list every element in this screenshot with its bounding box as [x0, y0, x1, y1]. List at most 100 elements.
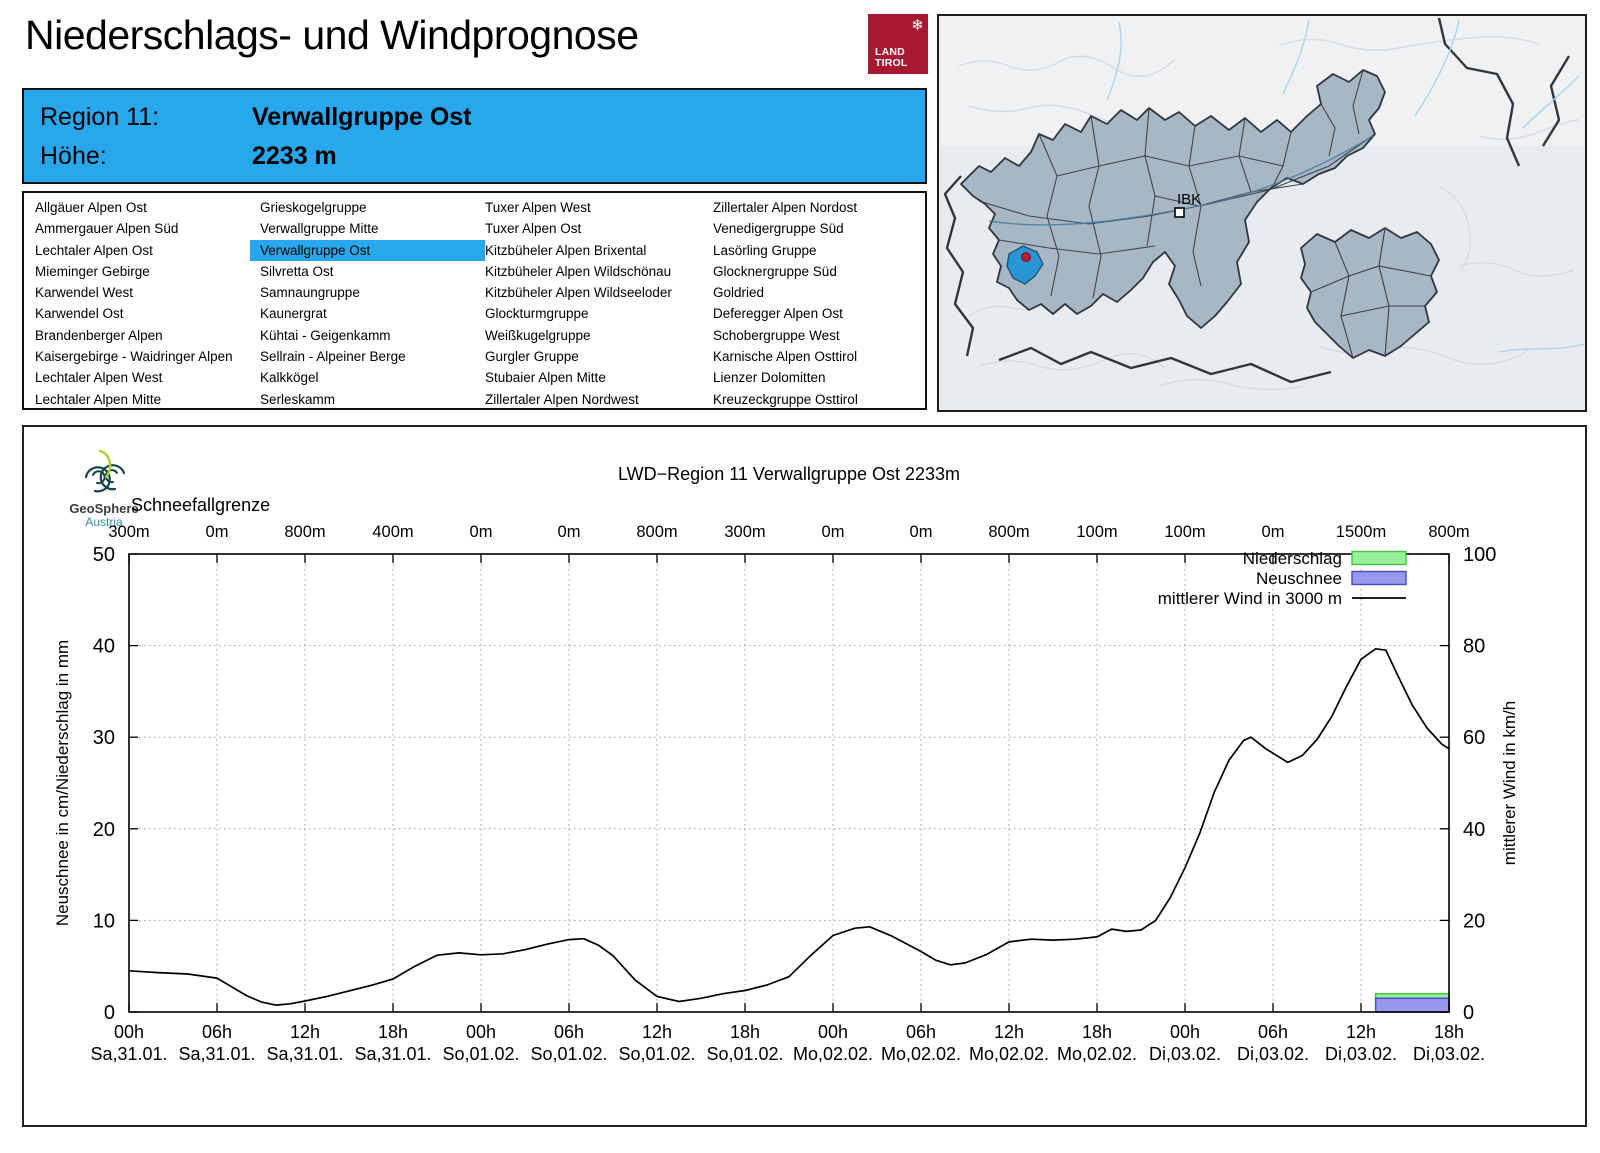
land-tirol-logo-text: LAND TIROL	[875, 46, 908, 69]
region-list-item[interactable]: Sellrain - Alpeiner Berge	[260, 349, 406, 365]
region-list-item[interactable]: Mieminger Gebirge	[35, 263, 150, 279]
region-list-item[interactable]: Kitzbüheler Alpen Brixental	[485, 242, 647, 258]
region-list-item[interactable]: Samnaungruppe	[260, 285, 360, 301]
altitude-label: Höhe:	[40, 142, 107, 170]
geosphere-logo-name: GeoSphere	[69, 501, 139, 516]
region-list-item[interactable]: Zillertaler Alpen Nordwest	[485, 391, 639, 407]
region-list-item[interactable]: Lasörling Gruppe	[713, 242, 817, 258]
region-list-item[interactable]: Karnische Alpen Osttirol	[713, 349, 858, 365]
region-label: Region 11:	[40, 103, 160, 131]
region-list-item[interactable]: Kitzbüheler Alpen Wildseeloder	[485, 285, 672, 301]
region-list-item[interactable]: Lechtaler Alpen Ost	[35, 242, 153, 258]
region-list-item[interactable]: Kreuzeckgruppe Osttirol	[713, 391, 858, 407]
region-list-item[interactable]: Allgäuer Alpen Ost	[35, 200, 147, 215]
x-axis-hour-label: 12h	[994, 1022, 1024, 1042]
y-axis-left-ticklabel: 40	[93, 636, 115, 658]
altitude-row: Höhe: 2233 m	[40, 142, 337, 171]
map-north-tirol-region	[960, 69, 1386, 329]
region-list-item[interactable]: Gurgler Gruppe	[485, 349, 579, 365]
x-axis-date-label: Di,03.02.	[1149, 1044, 1221, 1064]
map-svg: IBK	[939, 16, 1585, 410]
snowline-value: 800m	[284, 523, 325, 541]
region-list-item[interactable]: Venedigergruppe Süd	[713, 221, 844, 237]
snowline-value: 100m	[1164, 523, 1205, 541]
x-axis-hour-label: 12h	[642, 1022, 672, 1042]
map-east-tirol-borders	[1310, 227, 1432, 359]
x-axis-hour-label: 18h	[1082, 1022, 1112, 1042]
region-list-item[interactable]: Lienzer Dolomitten	[713, 370, 826, 386]
geosphere-logo-sub: Austria	[85, 515, 123, 529]
region-list-item[interactable]: Tuxer Alpen Ost	[485, 221, 582, 237]
region-name: Verwallgruppe Ost	[252, 103, 472, 131]
snowline-value: 0m	[470, 523, 493, 541]
snowline-label: Schneefallgrenze	[131, 495, 270, 515]
x-axis-hour-label: 18h	[1434, 1022, 1464, 1042]
geosphere-logo: GeoSphere Austria	[54, 447, 154, 529]
region-list-item[interactable]: Silvretta Ost	[260, 263, 334, 279]
region-list-column-2: Grieskogelgruppe Verwallgruppe Mitte Verwa…	[250, 197, 485, 410]
legend-label: Niederschlag	[1243, 549, 1342, 568]
x-axis-date-label: Sa,31.01.	[90, 1044, 167, 1064]
region-list-item[interactable]: Kalkkögel	[260, 370, 319, 386]
x-axis-date-label: Sa,31.01.	[266, 1044, 343, 1064]
y-axis-left-ticklabel: 30	[93, 727, 115, 749]
region-list-item[interactable]: Verwallgruppe Mitte	[260, 221, 379, 237]
region-list-item[interactable]: Serleskamm	[260, 391, 336, 407]
snowline-value: 800m	[988, 523, 1029, 541]
region-list-item[interactable]: Tuxer Alpen West	[485, 200, 591, 215]
region-list-item[interactable]: Glocknergruppe Süd	[713, 263, 837, 279]
wind-line	[128, 647, 1450, 1006]
region-list-item[interactable]: Kitzbüheler Alpen Wildschönau	[485, 263, 672, 279]
snowline-value: 100m	[1076, 523, 1117, 541]
region-list-item[interactable]: Brandenberger Alpen	[35, 327, 163, 343]
region-list-item[interactable]: Karwendel Ost	[35, 306, 124, 322]
snowline-value: 800m	[636, 523, 677, 541]
forecast-chart-svg: LWD−Region 11 Verwallgruppe Ost 2233m Sch…	[53, 464, 1519, 1064]
x-axis-hour-label: 06h	[906, 1022, 936, 1042]
x-axis-hour-label: 18h	[730, 1022, 760, 1042]
snowline-value: 0m	[910, 523, 933, 541]
map-location-marker	[1021, 252, 1031, 262]
snowflake-icon: ❄	[911, 17, 924, 34]
x-axis-date-label: Sa,31.01.	[354, 1044, 431, 1064]
x-axis-date-label: Mo,02.02.	[969, 1044, 1049, 1064]
snowline-value: 0m	[558, 523, 581, 541]
plot-border	[128, 553, 1450, 1013]
region-list-item[interactable]: Lechtaler Alpen West	[35, 370, 163, 386]
region-list-item[interactable]: Kühtai - Geigenkamm	[260, 327, 391, 343]
snowline-value: 0m	[206, 523, 229, 541]
region-list-item[interactable]: Karwendel West	[35, 285, 134, 301]
map-flatland	[939, 16, 1585, 146]
region-list-item[interactable]: Goldried	[713, 285, 765, 301]
geosphere-logo-icon	[84, 449, 126, 493]
region-list-item[interactable]: Stubaier Alpen Mitte	[485, 370, 606, 386]
map-rivers	[1106, 19, 1585, 353]
y-axis-left-ticklabel: 10	[93, 910, 115, 932]
region-list-item[interactable]: Grieskogelgruppe	[260, 200, 367, 215]
x-axis-hour-label: 00h	[114, 1022, 144, 1042]
region-list-column-3: Tuxer Alpen West Tuxer Alpen Ost Kitzbühel…	[475, 197, 710, 410]
region-list-item[interactable]: Glockturmgruppe	[485, 306, 589, 322]
map-national-border	[943, 17, 1571, 384]
region-list-column-4: Zillertaler Alpen Nordost Venedigergruppe…	[703, 197, 938, 410]
y-axis-left-ticklabel: 50	[93, 544, 115, 566]
region-list-item[interactable]: Deferegger Alpen Ost	[713, 306, 843, 322]
y-axis-left-ticklabel: 20	[93, 819, 115, 841]
snowline-value: 400m	[372, 523, 413, 541]
x-axis-hour-label: 06h	[1258, 1022, 1288, 1042]
snowline-value: 300m	[724, 523, 765, 541]
region-list-item[interactable]: Zillertaler Alpen Nordost	[713, 200, 858, 215]
region-list-item[interactable]: Kaisergebirge - Waidringer Alpen	[35, 349, 233, 365]
snowline-value: 300m	[108, 523, 149, 541]
region-list-item[interactable]: Kaunergrat	[260, 306, 327, 322]
y-axis-right-ticklabel: 60	[1463, 727, 1485, 749]
region-list-item[interactable]: Schobergruppe West	[713, 327, 840, 343]
map-highlighted-region	[1006, 245, 1044, 285]
region-list-item[interactable]: Weißkugelgruppe	[485, 327, 591, 343]
region-list-item[interactable]: Ammergauer Alpen Süd	[35, 221, 179, 237]
legend-label: mittlerer Wind in 3000 m	[1158, 589, 1342, 608]
region-list-item[interactable]: Lechtaler Alpen Mitte	[35, 391, 162, 407]
region-list-item[interactable]: Verwallgruppe Ost	[250, 239, 485, 261]
x-axis-hour-label: 00h	[466, 1022, 496, 1042]
